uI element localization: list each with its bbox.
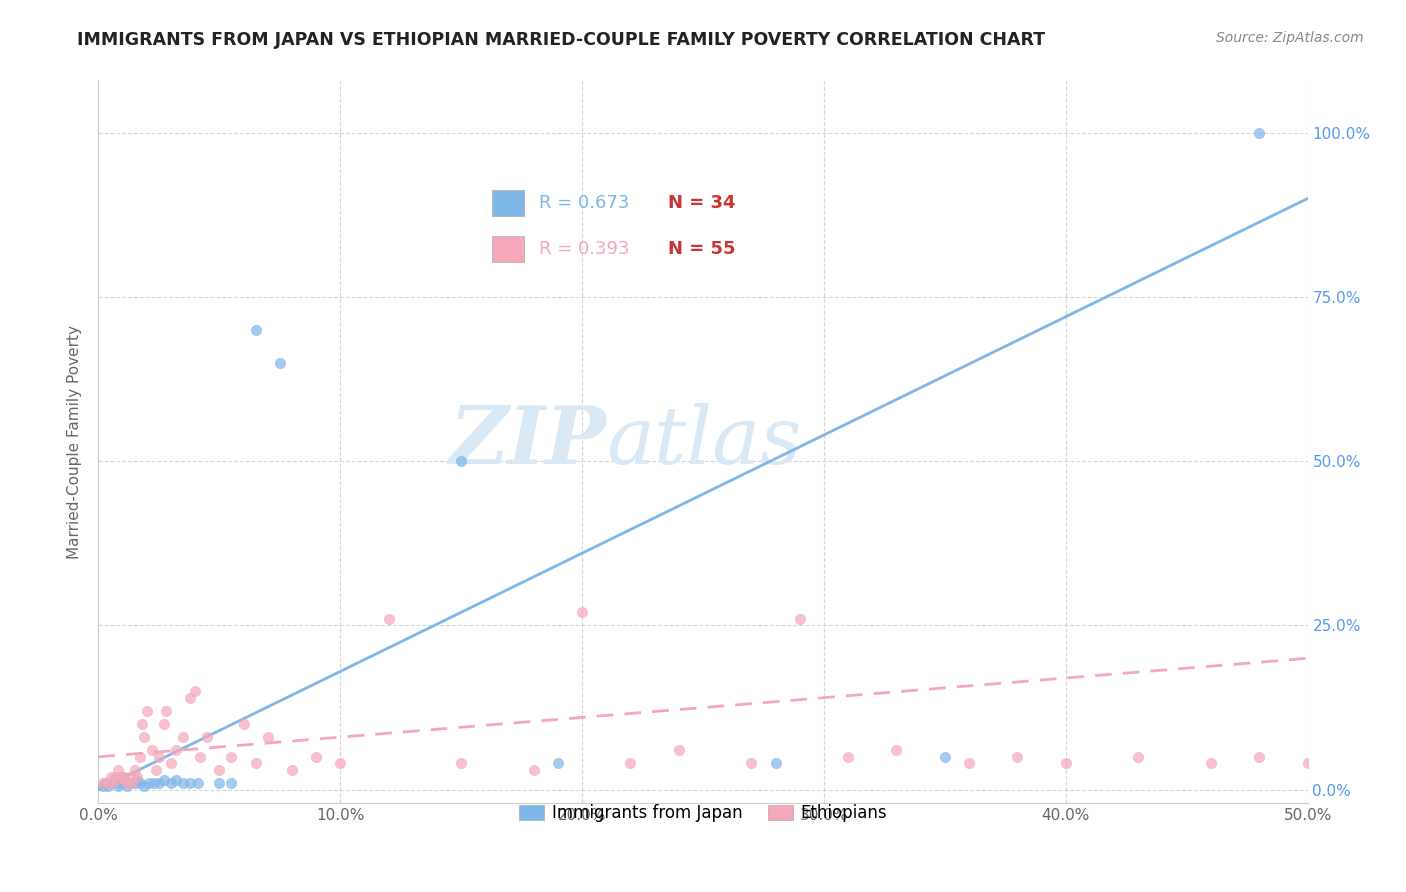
Point — [101, 776, 124, 790]
Point — [94, 776, 117, 790]
Point — [97, 780, 120, 794]
Point — [523, 763, 546, 777]
Point — [128, 776, 150, 790]
Point — [131, 717, 153, 731]
Point — [101, 772, 124, 787]
Point — [127, 770, 149, 784]
Point — [668, 743, 690, 757]
Point — [104, 770, 127, 784]
Text: atlas: atlas — [606, 403, 801, 480]
Point — [377, 612, 399, 626]
Point — [281, 763, 304, 777]
Point — [104, 776, 127, 790]
Point — [886, 743, 908, 757]
Text: ZIP: ZIP — [450, 403, 606, 480]
Point — [118, 770, 141, 784]
Point — [97, 776, 120, 790]
Point — [221, 776, 243, 790]
Point — [117, 776, 139, 790]
Point — [134, 780, 156, 794]
Point — [108, 770, 131, 784]
Point — [837, 749, 859, 764]
Point — [111, 770, 134, 784]
Point — [1054, 756, 1077, 771]
Point — [1128, 749, 1150, 764]
Point — [111, 770, 134, 784]
Point — [91, 780, 114, 794]
Point — [1007, 749, 1029, 764]
Point — [208, 776, 231, 790]
Point — [117, 780, 139, 794]
Point — [789, 612, 811, 626]
Point — [232, 717, 254, 731]
Point — [765, 756, 787, 771]
Point — [934, 749, 956, 764]
Point — [118, 776, 141, 790]
Point — [114, 776, 136, 790]
Point — [188, 749, 211, 764]
Point — [172, 776, 194, 790]
Point — [208, 763, 231, 777]
Point — [269, 356, 291, 370]
Point — [165, 772, 187, 787]
Point — [1249, 749, 1271, 764]
Point — [619, 756, 641, 771]
Point — [124, 776, 146, 790]
Point — [256, 730, 278, 744]
Point — [100, 776, 122, 790]
Point — [108, 776, 131, 790]
Point — [187, 776, 209, 790]
Point — [152, 772, 174, 787]
Point — [957, 756, 980, 771]
Legend: Immigrants from Japan, Ethiopians: Immigrants from Japan, Ethiopians — [510, 796, 896, 830]
Point — [305, 749, 328, 764]
Point — [195, 730, 218, 744]
Point — [127, 772, 149, 787]
Point — [155, 704, 177, 718]
Point — [128, 749, 150, 764]
Point — [165, 743, 187, 757]
Point — [107, 780, 129, 794]
Point — [221, 749, 243, 764]
Point — [138, 776, 160, 790]
Point — [91, 776, 114, 790]
Point — [124, 763, 146, 777]
Point — [245, 323, 267, 337]
Point — [148, 749, 170, 764]
Point — [160, 776, 183, 790]
Text: Source: ZipAtlas.com: Source: ZipAtlas.com — [1216, 31, 1364, 45]
Point — [141, 743, 163, 757]
Point — [1199, 756, 1222, 771]
Point — [143, 776, 166, 790]
Point — [245, 756, 267, 771]
Point — [1249, 126, 1271, 140]
Point — [329, 756, 352, 771]
Point — [184, 684, 207, 698]
Point — [152, 717, 174, 731]
Point — [145, 763, 167, 777]
Point — [107, 763, 129, 777]
Point — [160, 756, 183, 771]
Point — [740, 756, 762, 771]
Point — [134, 730, 156, 744]
Point — [179, 690, 201, 705]
Point — [571, 605, 593, 619]
Point — [450, 454, 472, 468]
Point — [148, 776, 170, 790]
Point — [1296, 756, 1319, 771]
Point — [135, 704, 157, 718]
Point — [114, 772, 136, 787]
Text: IMMIGRANTS FROM JAPAN VS ETHIOPIAN MARRIED-COUPLE FAMILY POVERTY CORRELATION CHA: IMMIGRANTS FROM JAPAN VS ETHIOPIAN MARRI… — [77, 31, 1046, 49]
Point — [100, 770, 122, 784]
Point — [179, 776, 201, 790]
Point — [450, 756, 472, 771]
Point — [121, 776, 143, 790]
Point — [172, 730, 194, 744]
Point — [547, 756, 569, 771]
Y-axis label: Married-Couple Family Poverty: Married-Couple Family Poverty — [67, 325, 83, 558]
